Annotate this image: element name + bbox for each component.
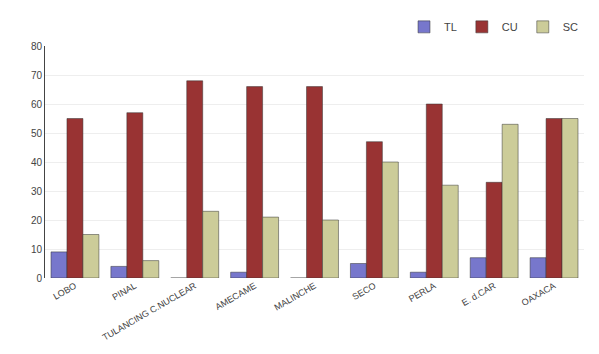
svg-text:SC: SC bbox=[563, 21, 578, 33]
svg-text:OAXACA: OAXACA bbox=[520, 280, 557, 307]
svg-text:50: 50 bbox=[31, 128, 43, 139]
svg-text:60: 60 bbox=[31, 99, 43, 110]
svg-text:30: 30 bbox=[31, 186, 43, 197]
svg-text:TULANCING C.NUCLEAR: TULANCING C.NUCLEAR bbox=[101, 280, 199, 342]
svg-text:PINAL: PINAL bbox=[111, 280, 139, 302]
svg-text:AMECAME: AMECAME bbox=[213, 280, 257, 311]
svg-text:SECO: SECO bbox=[351, 280, 378, 301]
svg-text:20: 20 bbox=[31, 215, 43, 226]
svg-text:40: 40 bbox=[31, 157, 43, 168]
svg-text:LOBO: LOBO bbox=[52, 280, 79, 301]
svg-text:10: 10 bbox=[31, 244, 43, 255]
svg-text:80: 80 bbox=[31, 41, 43, 52]
svg-text:E. d.CAR: E. d.CAR bbox=[460, 280, 498, 308]
svg-text:MALINCHE: MALINCHE bbox=[272, 280, 317, 312]
svg-text:CU: CU bbox=[502, 21, 518, 33]
svg-text:70: 70 bbox=[31, 70, 43, 81]
svg-text:TL: TL bbox=[444, 21, 457, 33]
svg-text:PERLA: PERLA bbox=[407, 280, 438, 303]
svg-text:0: 0 bbox=[36, 273, 42, 284]
